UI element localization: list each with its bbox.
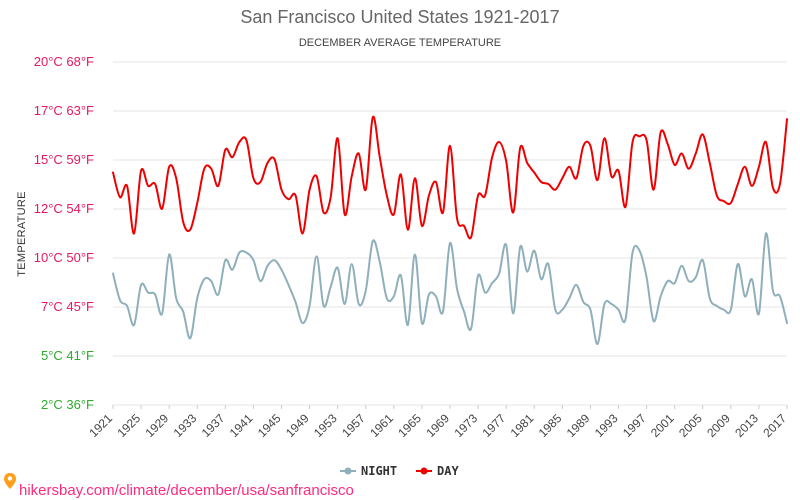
x-tick-label: 1949 <box>283 411 312 440</box>
y-tick-label: 20°C 68°F <box>34 54 94 69</box>
series-lines <box>112 115 788 346</box>
x-tick-label: 1961 <box>367 411 396 440</box>
chart-title: San Francisco United States 1921-2017 <box>240 7 559 27</box>
y-tick-label: 15°C 59°F <box>34 152 94 167</box>
x-tick-label: 1929 <box>143 411 172 440</box>
x-tick-label: 1945 <box>255 411 284 440</box>
y-tick-label: 5°C 41°F <box>41 348 94 363</box>
legend-marker <box>420 467 428 475</box>
series-line-night <box>112 232 788 346</box>
legend-item-night[interactable]: NIGHT <box>340 464 397 478</box>
y-tick-label: 7°C 45°F <box>41 299 94 314</box>
x-tick-label: 1953 <box>311 411 340 440</box>
x-tick-label: 2013 <box>732 411 761 440</box>
y-axis-label: TEMPERATURE <box>16 191 28 277</box>
legend-marker <box>344 467 352 475</box>
x-tick-label: 1957 <box>339 411 368 440</box>
legend-label: NIGHT <box>361 464 397 478</box>
x-tick-label: 1985 <box>536 411 565 440</box>
y-axis-ticks: 20°C 68°F 17°C 63°F 15°C 59°F 12°C 54°F 10°C… <box>34 54 94 412</box>
x-axis-ticks: 1921 1925 1929 1933 1937 1941 1945 1949 1953 1957… <box>86 405 789 440</box>
legend[interactable]: NIGHT DAY <box>340 464 459 478</box>
x-tick-label: 1937 <box>199 411 228 440</box>
chart-subtitle: DECEMBER AVERAGE TEMPERATURE <box>299 37 501 49</box>
x-tick-label: 2009 <box>704 411 733 440</box>
x-tick-label: 1921 <box>86 411 115 440</box>
x-tick-label: 2001 <box>648 411 677 440</box>
footer-url[interactable]: hikersbay.com/climate/december/usa/sanfr… <box>19 482 354 499</box>
x-tick-label: 1997 <box>620 411 649 440</box>
x-tick-label: 1933 <box>171 411 200 440</box>
y-tick-label: 17°C 63°F <box>34 103 94 118</box>
x-tick-label: 1993 <box>592 411 621 440</box>
y-tick-label: 12°C 54°F <box>34 201 94 216</box>
x-tick-label: 1977 <box>480 411 509 440</box>
x-tick-label: 1965 <box>395 411 424 440</box>
legend-label: DAY <box>437 464 459 478</box>
x-tick-label: 1973 <box>451 411 480 440</box>
grid <box>113 61 787 406</box>
x-tick-label: 2017 <box>760 411 789 440</box>
x-tick-label: 1989 <box>564 411 593 440</box>
x-tick-label: 1981 <box>508 411 537 440</box>
footer-link[interactable]: hikersbay.com/climate/december/usa/sanfr… <box>4 473 354 499</box>
y-tick-label: 10°C 50°F <box>34 250 94 265</box>
x-tick-label: 1941 <box>227 411 256 440</box>
y-tick-label: 2°C 36°F <box>41 397 94 412</box>
series-line-day <box>112 115 788 240</box>
x-tick-label: 1969 <box>423 411 452 440</box>
map-pin-icon <box>4 473 16 489</box>
legend-item-day[interactable]: DAY <box>416 464 459 478</box>
x-tick-label: 2005 <box>676 411 705 440</box>
x-tick-label: 1925 <box>114 411 143 440</box>
